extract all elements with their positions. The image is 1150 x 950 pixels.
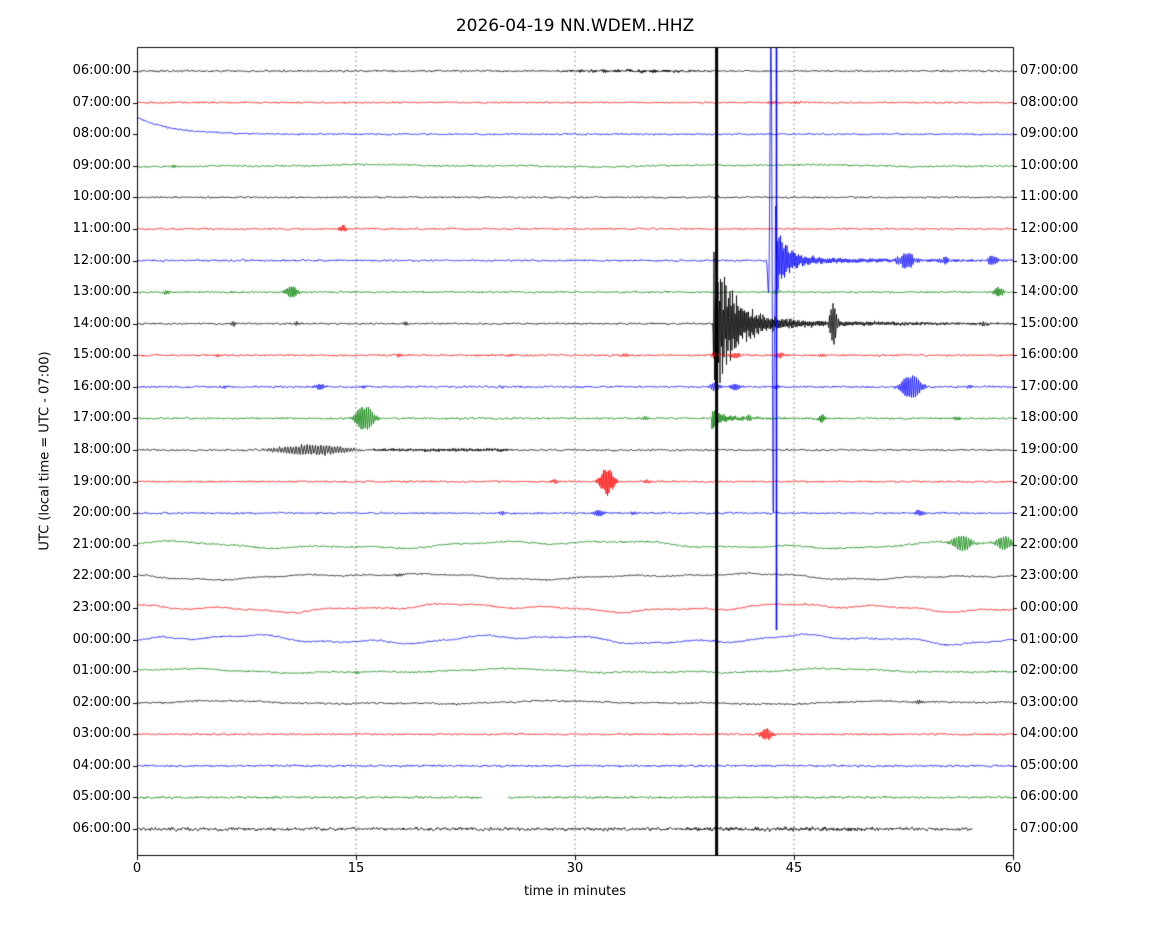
x-axis-label: time in minutes — [523, 884, 627, 899]
left-axis-label: 15:00:00 — [72, 347, 131, 363]
right-axis-label: 17:00:00 — [1020, 378, 1079, 394]
left-axis-label: 10:00:00 — [72, 189, 131, 205]
right-axis-label: 15:00:00 — [1020, 315, 1079, 331]
left-axis-label: 02:00:00 — [72, 694, 131, 710]
right-axis-label: 10:00:00 — [1020, 157, 1079, 173]
right-axis-label: 12:00:00 — [1020, 220, 1079, 236]
left-axis-label: 13:00:00 — [72, 284, 131, 300]
right-axis-label: 19:00:00 — [1020, 442, 1079, 457]
left-axis-label: 22:00:00 — [72, 568, 131, 584]
x-axis-tick-label: 30 — [566, 861, 584, 876]
left-axis-label: 03:00:00 — [72, 726, 131, 742]
right-axis-label: 07:00:00 — [1020, 63, 1079, 78]
left-axis-label: 12:00:00 — [72, 252, 131, 268]
right-axis-label: 09:00:00 — [1020, 126, 1079, 142]
left-axis-label: 19:00:00 — [72, 473, 131, 489]
right-axis-label: 16:00:00 — [1020, 347, 1079, 363]
left-axis-label: 05:00:00 — [72, 789, 131, 805]
x-axis-tick-label: 45 — [785, 861, 803, 876]
right-axis-label: 04:00:00 — [1020, 726, 1079, 742]
left-axis-label: 01:00:00 — [72, 663, 131, 679]
right-axis-label: 18:00:00 — [1020, 410, 1079, 426]
right-axis-label: 07:00:00 — [1020, 821, 1079, 836]
left-axis-label: 14:00:00 — [72, 315, 131, 331]
right-axis-label: 11:00:00 — [1020, 189, 1079, 205]
left-axis-label: 20:00:00 — [72, 505, 131, 521]
right-axis-label: 03:00:00 — [1020, 694, 1079, 710]
right-axis-label: 00:00:00 — [1020, 599, 1079, 615]
right-axis-label: 23:00:00 — [1020, 568, 1079, 584]
right-axis-label: 14:00:00 — [1020, 284, 1079, 300]
right-axis-label: 22:00:00 — [1020, 536, 1079, 552]
left-axis-label: 21:00:00 — [72, 536, 131, 552]
right-axis-label: 02:00:00 — [1020, 663, 1079, 679]
right-axis-label: 20:00:00 — [1020, 473, 1079, 489]
left-axis-label: 09:00:00 — [72, 157, 131, 173]
left-axis-label: 06:00:00 — [72, 63, 131, 78]
left-axis-label: 08:00:00 — [72, 126, 131, 142]
x-axis-tick-label: 0 — [132, 861, 142, 876]
left-axis-label: 23:00:00 — [72, 599, 131, 615]
right-axis-label: 01:00:00 — [1020, 631, 1079, 647]
right-axis-label: 08:00:00 — [1020, 94, 1079, 110]
left-axis-label: 06:00:00 — [72, 821, 131, 836]
right-axis-label: 06:00:00 — [1020, 789, 1079, 805]
left-axis-label: 07:00:00 — [72, 94, 131, 110]
left-axis-label: 17:00:00 — [72, 410, 131, 426]
left-axis-label: 16:00:00 — [72, 378, 131, 394]
right-axis-label: 13:00:00 — [1020, 252, 1079, 268]
x-axis-tick-label: 60 — [1004, 861, 1022, 876]
right-axis-label: 21:00:00 — [1020, 505, 1079, 521]
left-axis-label: 11:00:00 — [72, 220, 131, 236]
x-axis-tick-label: 15 — [347, 861, 365, 876]
left-axis-label: 18:00:00 — [72, 442, 131, 457]
chart-title: 2026-04-19 NN.WDEM..HHZ — [455, 16, 695, 36]
left-axis-label: 04:00:00 — [72, 757, 131, 773]
left-axis-label: 00:00:00 — [72, 631, 131, 647]
right-axis-label: 05:00:00 — [1020, 757, 1079, 773]
